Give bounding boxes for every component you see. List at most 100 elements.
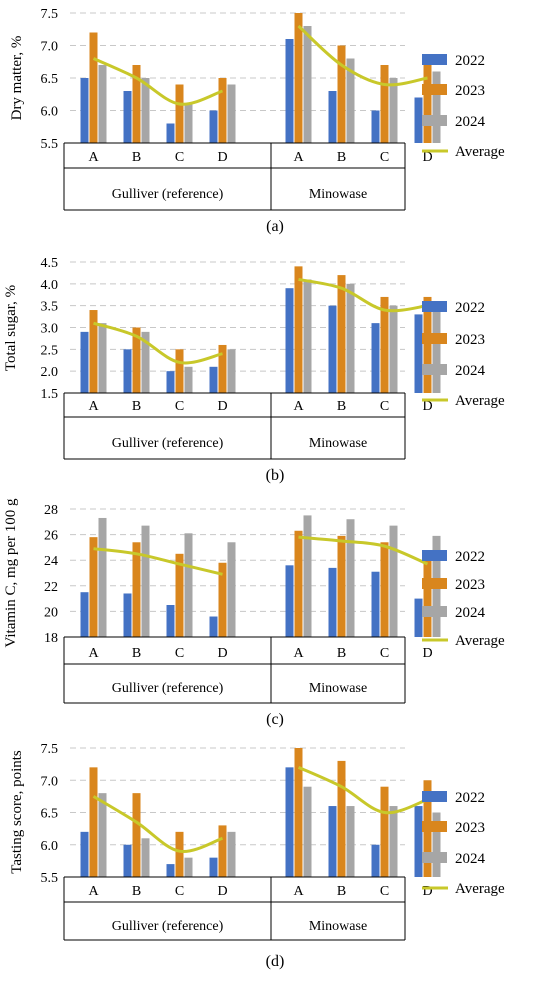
group-label-gulliver: Gulliver (reference) <box>112 919 224 934</box>
bar-2022-gulliver-D <box>209 857 218 877</box>
legend-label: 2024 <box>455 363 486 379</box>
bar-2023-gulliver-A <box>89 310 98 393</box>
legend-label: 2022 <box>455 790 485 806</box>
x-category-label: C <box>175 884 184 899</box>
bar-2024-gulliver-D <box>227 542 236 637</box>
bar-2023-minowase-C <box>380 542 389 637</box>
bar-2022-gulliver-C <box>166 605 175 637</box>
y-tick-label: 7.0 <box>41 774 59 789</box>
bar-2024-minowase-B <box>346 58 355 143</box>
bar-2022-gulliver-B <box>123 593 132 637</box>
legend-label: 2024 <box>455 114 486 130</box>
y-tick-label: 1.5 <box>41 387 59 402</box>
bar-2023-minowase-D <box>423 65 432 143</box>
bar-2022-minowase-D <box>414 598 423 637</box>
legend-label: 2022 <box>455 53 485 69</box>
legend-label: Average <box>455 393 505 409</box>
x-category-label: C <box>380 150 389 165</box>
x-category-label: C <box>175 150 184 165</box>
bar-2023-gulliver-A <box>89 537 98 637</box>
average-line-minowase <box>298 535 429 566</box>
bar-2024-minowase-C <box>389 78 398 143</box>
y-tick-label: 28 <box>44 503 58 518</box>
bar-2022-gulliver-B <box>123 844 132 877</box>
bar-2023-minowase-A <box>294 13 303 143</box>
bar-2022-minowase-B <box>328 305 337 393</box>
legend-swatch-2024 <box>422 852 447 863</box>
bar-2023-gulliver-C <box>175 553 184 637</box>
bar-2023-gulliver-B <box>132 65 141 143</box>
bar-2022-minowase-B <box>328 91 337 143</box>
y-tick-label: 7.0 <box>41 40 59 55</box>
bar-2023-minowase-D <box>423 296 432 393</box>
bar-2024-minowase-A <box>303 26 312 143</box>
bar-2023-minowase-B <box>337 275 346 393</box>
average-line-gulliver <box>93 321 223 365</box>
x-category-label: C <box>175 646 184 661</box>
x-category-label: A <box>293 399 304 414</box>
x-category-label: A <box>88 150 99 165</box>
bar-2024-minowase-B <box>346 519 355 637</box>
x-category-label: D <box>217 884 227 899</box>
legend-swatch-2024 <box>422 364 447 375</box>
group-label-gulliver: Gulliver (reference) <box>112 436 224 451</box>
legend-swatch-2023 <box>422 821 447 832</box>
bar-2022-minowase-C <box>371 844 380 877</box>
bar-2023-gulliver-C <box>175 831 184 877</box>
bar-2022-gulliver-C <box>166 371 175 393</box>
bar-2024-gulliver-B <box>141 525 150 637</box>
chart-panel-4: 5.5 6.0 6.5 7.0 7.5 Tasting score, points A B C D… <box>9 742 505 970</box>
legend-label: Average <box>455 144 505 160</box>
x-category-label: B <box>337 150 346 165</box>
bar-2022-gulliver-A <box>80 592 89 637</box>
x-category-label: C <box>380 399 389 414</box>
bar-2023-gulliver-D <box>218 562 227 637</box>
bar-2023-gulliver-B <box>132 327 141 393</box>
bar-2024-minowase-A <box>303 786 312 877</box>
y-tick-label: 26 <box>44 529 58 544</box>
x-category-label: B <box>132 884 141 899</box>
bar-2024-minowase-D <box>432 305 441 393</box>
average-line-minowase <box>298 277 428 313</box>
y-tick-label: 6.5 <box>41 72 59 87</box>
bar-2022-minowase-D <box>414 314 423 393</box>
bar-2022-minowase-A <box>285 767 294 877</box>
x-category-label: B <box>132 646 141 661</box>
group-label-gulliver: Gulliver (reference) <box>112 681 224 696</box>
x-category-label: D <box>217 150 227 165</box>
average-line-minowase <box>297 24 428 87</box>
bar-2023-gulliver-A <box>89 767 98 877</box>
legend-swatch-2023 <box>422 84 447 95</box>
bar-2022-minowase-A <box>285 565 294 637</box>
bar-2022-minowase-D <box>414 806 423 877</box>
legend-swatch-2023 <box>422 333 447 344</box>
bar-2023-gulliver-A <box>89 32 98 143</box>
bar-2022-minowase-D <box>414 97 423 143</box>
y-tick-label: 18 <box>44 631 58 646</box>
bar-2023-minowase-D <box>423 558 432 637</box>
y-tick-label: 20 <box>44 605 58 620</box>
bar-2024-minowase-A <box>303 279 312 393</box>
x-category-label: B <box>337 399 346 414</box>
panel-label: (d) <box>266 953 285 970</box>
y-axis-label: Vitamin C, mg per 100 g <box>3 498 19 648</box>
bar-2022-minowase-A <box>285 288 294 393</box>
y-tick-label: 5.5 <box>41 137 59 152</box>
bar-2022-minowase-B <box>328 806 337 877</box>
x-category-label: C <box>380 646 389 661</box>
bar-2024-gulliver-A <box>98 793 107 877</box>
y-tick-label: 2.5 <box>41 343 59 358</box>
bar-2022-gulliver-D <box>209 366 218 393</box>
legend-swatch-2024 <box>422 115 447 126</box>
bar-2024-minowase-A <box>303 515 312 637</box>
bar-2023-minowase-A <box>294 266 303 393</box>
bar-2024-gulliver-B <box>141 838 150 877</box>
x-category-label: D <box>217 646 227 661</box>
bar-2024-gulliver-C <box>184 366 193 393</box>
bar-2023-gulliver-B <box>132 793 141 877</box>
group-label-minowase: Minowase <box>309 436 367 451</box>
legend-label: 2022 <box>455 549 485 565</box>
bar-2022-gulliver-A <box>80 78 89 143</box>
bar-2023-minowase-A <box>294 530 303 637</box>
